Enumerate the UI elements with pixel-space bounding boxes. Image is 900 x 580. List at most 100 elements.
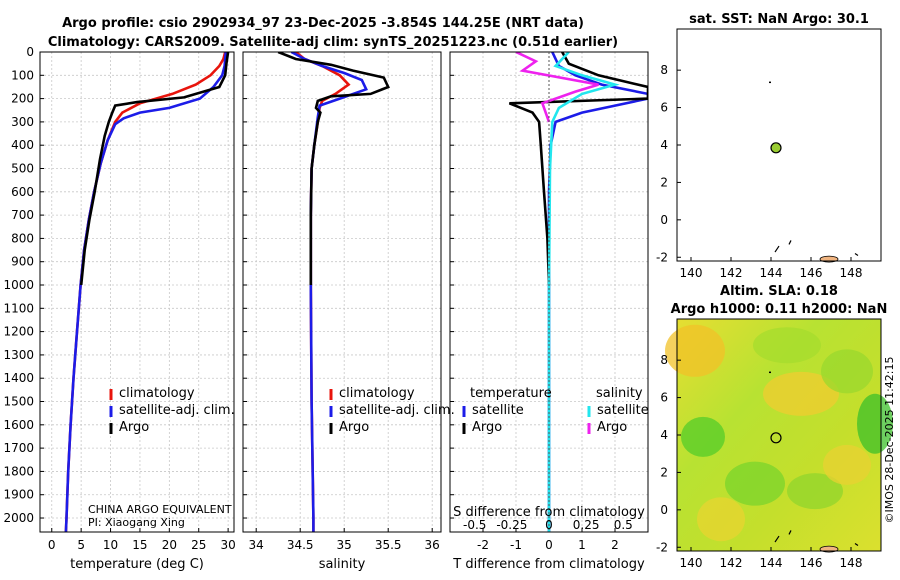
note-line-1: CHINA ARGO EQUIVALENT <box>88 503 232 516</box>
x-tick-label: -1 <box>510 538 522 552</box>
y-tick-label: 1500 <box>3 395 34 409</box>
x2-tick-label: 0 <box>545 518 553 532</box>
x-tick-label: 35 <box>337 538 352 552</box>
y-tick-label: 2000 <box>3 511 34 525</box>
x-axis-label: salinity <box>319 557 366 572</box>
title-line-1: Argo profile: csio 2902934_97 23-Dec-202… <box>62 16 584 31</box>
x-tick-label: 20 <box>162 538 177 552</box>
y-tick-label: 0 <box>26 45 34 59</box>
argo-location-marker <box>770 142 782 154</box>
imos-timestamp: ©IMOS 28-Dec-2025 11:42:15 <box>883 357 896 524</box>
legend-label: Argo <box>339 420 369 435</box>
x-tick-label: 5 <box>77 538 85 552</box>
map-frame <box>676 28 882 262</box>
x2-tick-label: 0.5 <box>614 518 633 532</box>
note-line-2: PI: Xiaogang Xing <box>88 516 185 529</box>
x2-axis-label: S difference from climatology <box>453 505 645 520</box>
x-tick-label: 0 <box>48 538 56 552</box>
legend-label: satellite-adj. clim. <box>339 403 455 418</box>
y-tick-label: 6 <box>660 391 668 405</box>
y-tick-label: 8 <box>660 353 668 367</box>
series-line-s-argo <box>515 52 599 123</box>
legend-label: Argo <box>597 420 627 435</box>
x-tick-label: 142 <box>720 556 743 570</box>
sla-subtitle: Argo h1000: 0.11 h2000: NaN <box>671 302 888 317</box>
x-tick-label: 0 <box>545 538 553 552</box>
difference-panel: T difference from climatology -2 -1 0 1 2 -0.5… <box>449 51 649 572</box>
series-line-argo <box>79 52 230 286</box>
sla-blob <box>697 497 745 542</box>
x-axis-label: T difference from climatology <box>452 557 645 572</box>
series-line-satellite-adj-clim- <box>64 52 228 532</box>
x-tick-label: 10 <box>103 538 118 552</box>
y-tick-label: -2 <box>656 250 668 264</box>
y-tick-label: 900 <box>11 255 34 269</box>
x-tick-label: 2 <box>611 538 619 552</box>
sla-blob <box>681 416 725 457</box>
legend-title-temperature: temperature <box>470 386 552 401</box>
series-line-t-satellite <box>547 52 648 532</box>
y-tick-label: 1200 <box>3 325 34 339</box>
x-tick-label: 144 <box>760 556 783 570</box>
y-tick-label: 2 <box>660 175 668 189</box>
plot-frame <box>39 51 235 533</box>
sla-map-panel: 140 142 144 146 148 -2 0 2 4 6 8 Altim. SLA: 0.18 Ar… <box>656 284 893 570</box>
series-line-satellite-adj-clim- <box>290 52 368 532</box>
coastline-fragments <box>774 240 859 257</box>
y-tick-label: 200 <box>11 92 34 106</box>
y-tick-label: 400 <box>11 138 34 152</box>
temperature-panel: 0 5 10 15 20 25 30 temperature (deg C) 0 100 200 30… <box>3 45 235 572</box>
y-tick-label: 4 <box>660 138 668 152</box>
map-frame <box>676 318 882 552</box>
legend-label: Argo <box>119 420 149 435</box>
legend-label: Argo <box>472 420 502 435</box>
series-line-climatology <box>294 52 351 532</box>
sla-blob <box>823 444 871 485</box>
x-tick-label: 144 <box>760 266 783 280</box>
x-tick-label: 25 <box>191 538 206 552</box>
y-tick-label: 1700 <box>3 441 34 455</box>
y-tick-label: 4 <box>660 428 668 442</box>
y-tick-label: 6 <box>660 101 668 115</box>
y-tick-label: 1800 <box>3 464 34 478</box>
plot-frame <box>242 51 442 533</box>
legend-label: climatology <box>119 386 195 401</box>
x-tick-label: 140 <box>680 266 703 280</box>
y-tick-label: 1600 <box>3 418 34 432</box>
y-tick-label: 8 <box>660 63 668 77</box>
x-tick-label: 15 <box>132 538 147 552</box>
x-tick-label: 1 <box>578 538 586 552</box>
y-tick-label: 800 <box>11 231 34 245</box>
sla-blob <box>753 327 821 364</box>
coastline-fragments <box>774 530 859 547</box>
y-tick-label: 600 <box>11 185 34 199</box>
y-tick-label: 1400 <box>3 371 34 385</box>
series-line-s-satellite <box>547 52 620 532</box>
sla-blob <box>725 461 785 506</box>
x-tick-label: 35.5 <box>375 538 402 552</box>
y-tick-label: -2 <box>656 540 668 554</box>
y-tick-label: 700 <box>11 208 34 222</box>
y-tick-label: 100 <box>11 68 34 82</box>
x-tick-label: 140 <box>680 556 703 570</box>
x-tick-label: 148 <box>840 556 863 570</box>
sla-blob <box>821 349 873 394</box>
x-tick-label: 34.5 <box>287 538 314 552</box>
sla-blob <box>787 473 843 510</box>
y-tick-label: 1900 <box>3 488 34 502</box>
x-tick-label: 142 <box>720 266 743 280</box>
sla-blob <box>665 324 725 377</box>
x-tick-label: 36 <box>425 538 440 552</box>
x-tick-label: 30 <box>220 538 235 552</box>
sla-blob <box>763 371 839 416</box>
y-tick-label: 1100 <box>3 301 34 315</box>
series-line-climatology <box>64 52 227 532</box>
y-tick-label: 300 <box>11 115 34 129</box>
y-tick-label: 2 <box>660 465 668 479</box>
legend-title-salinity: salinity <box>596 386 643 401</box>
legend-label: satellite <box>472 403 524 418</box>
x-tick-label: -2 <box>477 538 489 552</box>
argo-location-marker <box>770 432 782 444</box>
y-tick-label: 500 <box>11 162 34 176</box>
